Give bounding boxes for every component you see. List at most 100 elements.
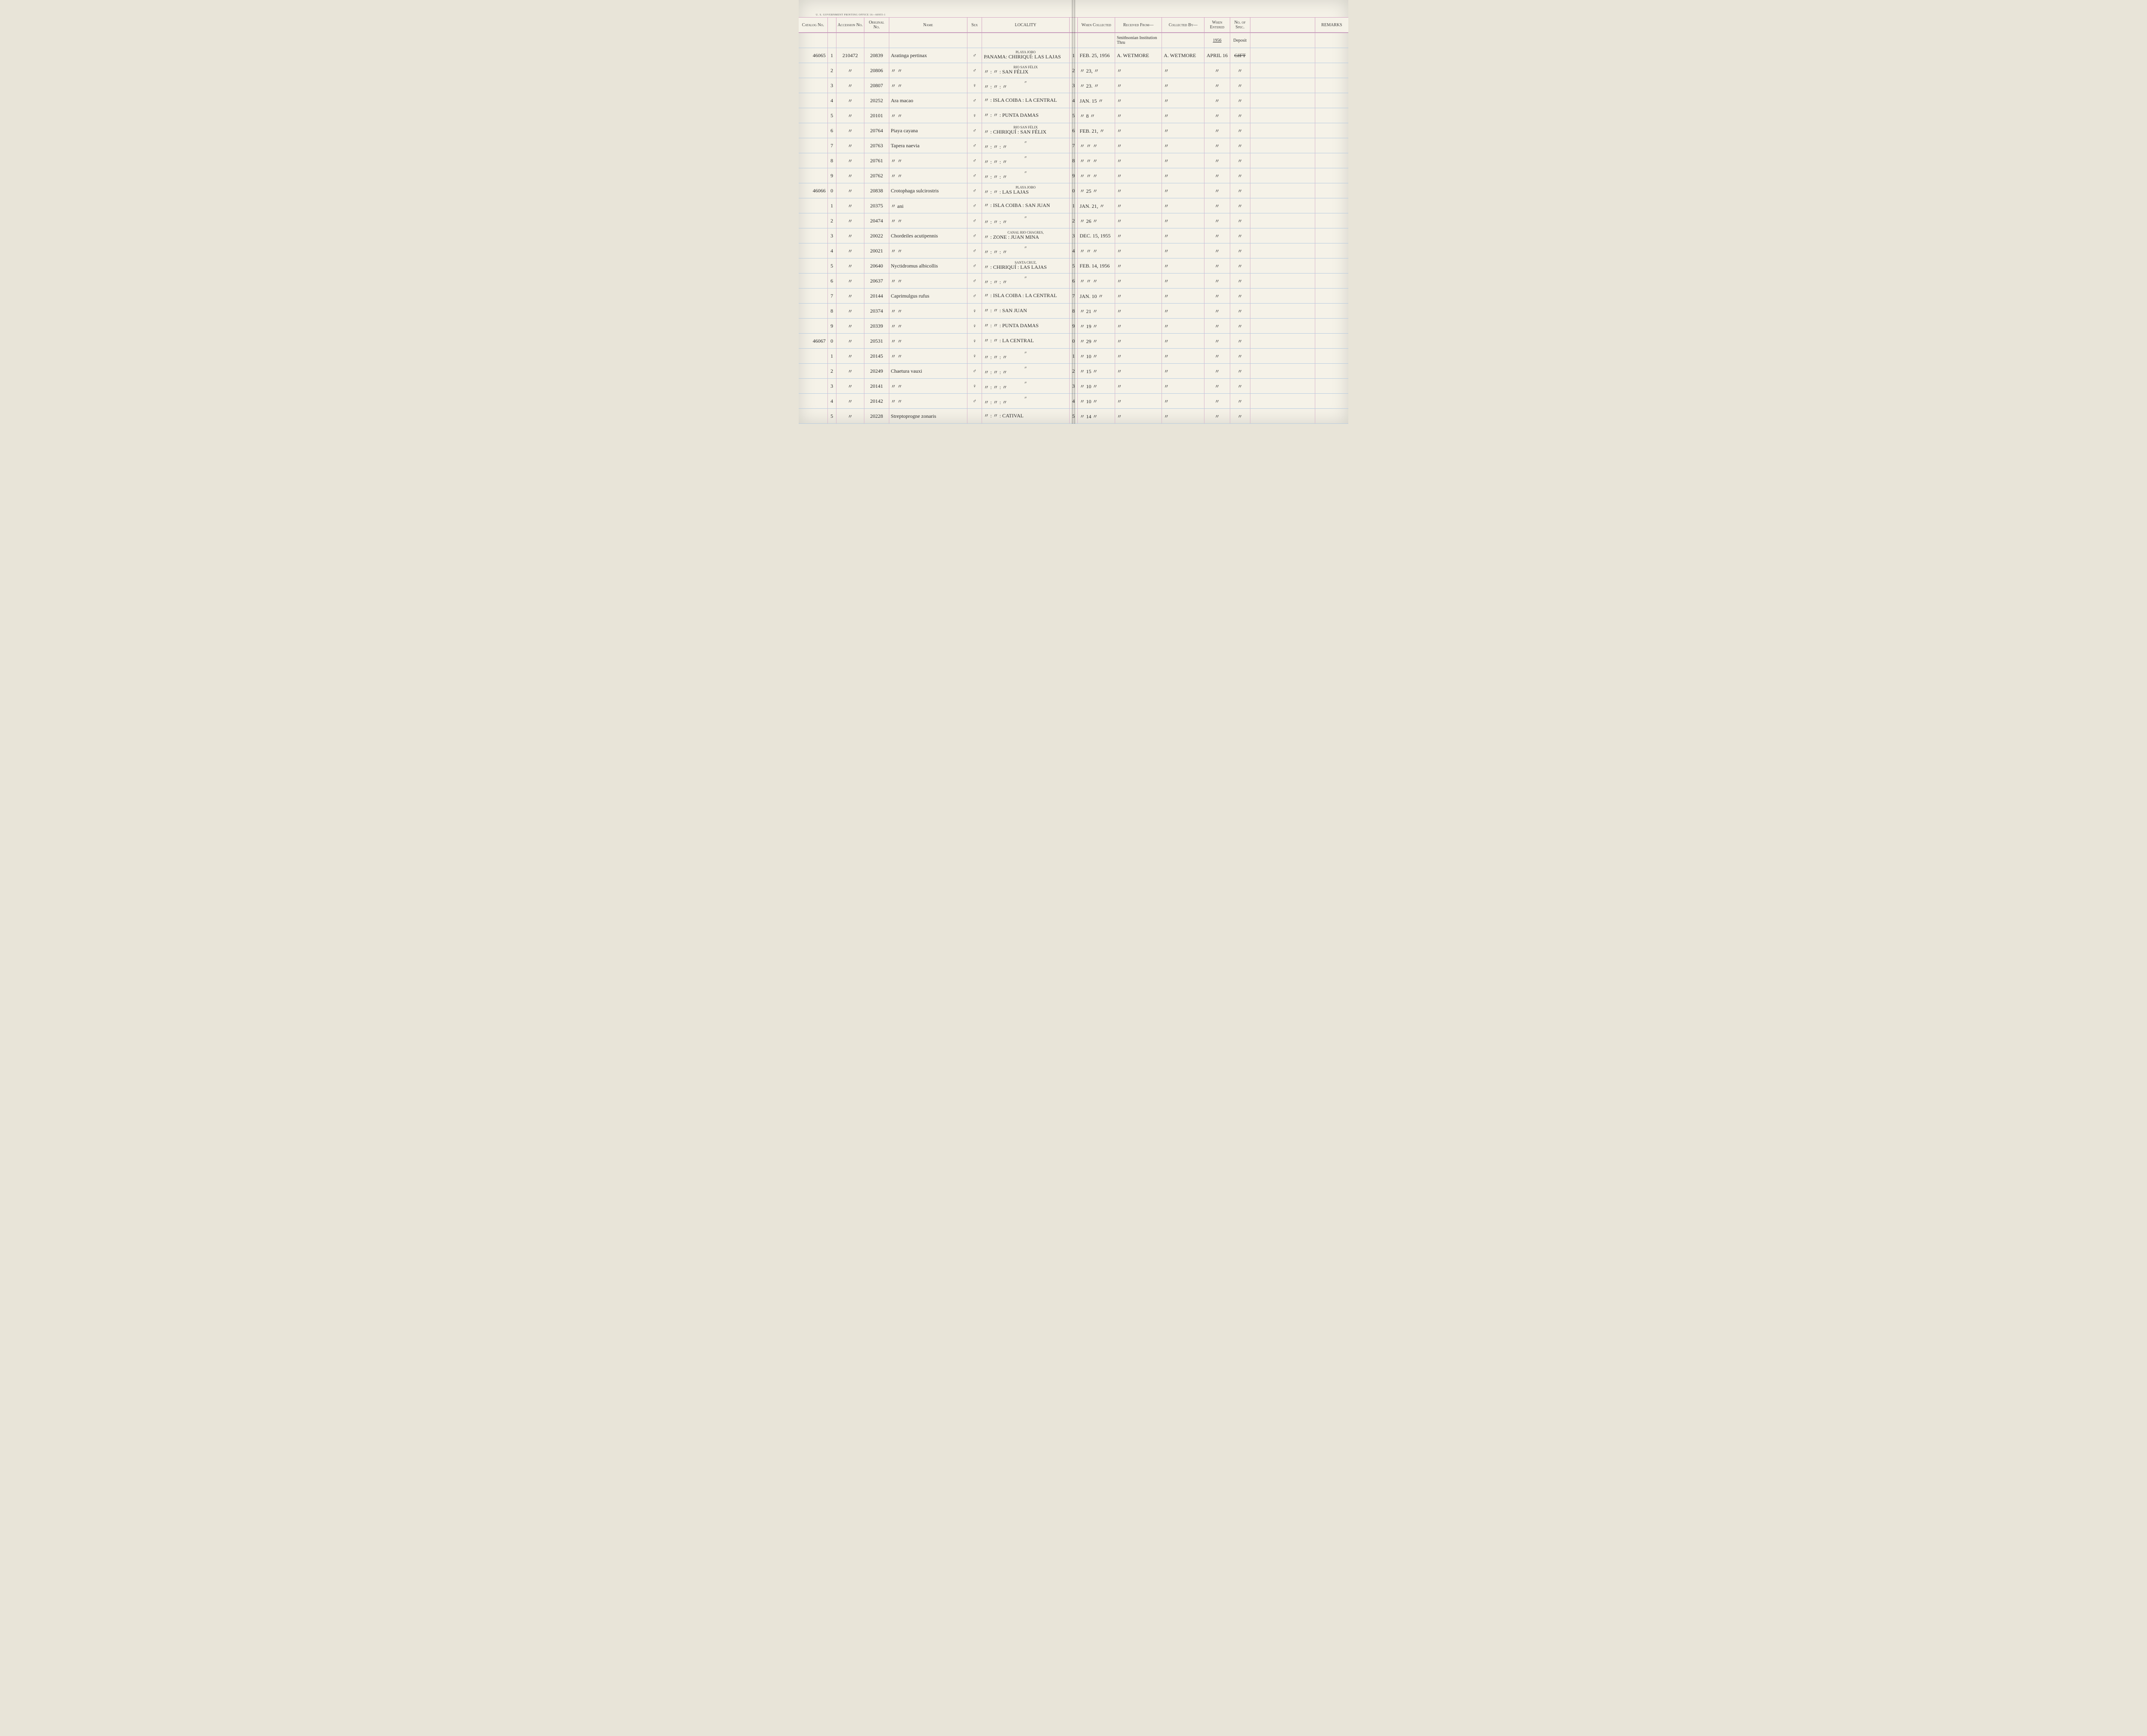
cell-locality: CANAL RIO CHAGRES,〃 : ZONE : JUAN MINA: [982, 228, 1069, 243]
cell-sub: 9: [827, 319, 836, 334]
annotation-entered: 1956: [1204, 33, 1230, 48]
cell-when: JAN. 15 〃: [1078, 93, 1115, 108]
cell-when: 〃 〃 〃: [1078, 138, 1115, 153]
cell-locality: 〃 : ISLA COIBA : LA CENTRAL: [982, 289, 1069, 304]
cell-entered: 〃: [1204, 409, 1230, 424]
cell-spec: 〃: [1230, 63, 1250, 78]
book-spine: [1072, 0, 1075, 424]
cell-original: 20763: [864, 138, 889, 153]
cell-spec: 〃: [1230, 153, 1250, 168]
cell-catalog: [799, 228, 827, 243]
cell-collected: 〃: [1162, 364, 1204, 379]
cell-collected: 〃: [1162, 93, 1204, 108]
cell-remarks: [1315, 183, 1348, 198]
cell-sex: ♂: [967, 93, 982, 108]
cell-entered: 〃: [1204, 153, 1230, 168]
cell-entered: 〃: [1204, 93, 1230, 108]
cell-collected: 〃: [1162, 183, 1204, 198]
cell-sex: [967, 409, 982, 424]
cell-blank: [1250, 183, 1315, 198]
cell-accession: 〃: [836, 93, 864, 108]
cell-accession: 〃: [836, 63, 864, 78]
cell-catalog: [799, 409, 827, 424]
cell-catalog: [799, 364, 827, 379]
cell-catalog: [799, 289, 827, 304]
cell-locality: 〃〃 : 〃 : 〃: [982, 394, 1069, 409]
cell-spec: 〃: [1230, 394, 1250, 409]
cell-original: 20249: [864, 364, 889, 379]
cell-collected: 〃: [1162, 319, 1204, 334]
cell-original: 20374: [864, 304, 889, 319]
cell-collected: 〃: [1162, 168, 1204, 183]
cell-spec: 〃: [1230, 409, 1250, 424]
ledger-book: U. S. GOVERNMENT PRINTING OFFICE 16—6095…: [799, 0, 1348, 424]
cell-received: 〃: [1115, 108, 1162, 123]
cell-spec: 〃: [1230, 349, 1250, 364]
cell-locality: 〃〃 : 〃 : 〃: [982, 379, 1069, 394]
cell-received: 〃: [1115, 228, 1162, 243]
header-received: Received From—: [1115, 18, 1162, 33]
cell-catalog: [799, 63, 827, 78]
cell-name: 〃 〃: [889, 394, 967, 409]
cell-sub: 7: [827, 138, 836, 153]
cell-collected: 〃: [1162, 258, 1204, 274]
cell-entered: 〃: [1204, 334, 1230, 349]
cell-when: 〃 〃 〃: [1078, 243, 1115, 258]
cell-accession: 〃: [836, 304, 864, 319]
cell-collected: 〃: [1162, 274, 1204, 289]
cell-collected: 〃: [1162, 78, 1204, 93]
cell-spec: 〃: [1230, 198, 1250, 213]
cell-original: 20141: [864, 379, 889, 394]
cell-collected: 〃: [1162, 334, 1204, 349]
cell-catalog: [799, 78, 827, 93]
cell-name: Nyctidromus albicollis: [889, 258, 967, 274]
cell-entered: 〃: [1204, 123, 1230, 138]
cell-catalog: [799, 93, 827, 108]
cell-blank: [1250, 228, 1315, 243]
cell-spec: 〃: [1230, 228, 1250, 243]
cell-when: FEB. 14, 1956: [1078, 258, 1115, 274]
cell-original: 20764: [864, 123, 889, 138]
cell-sex: ♂: [967, 364, 982, 379]
cell-remarks: [1315, 168, 1348, 183]
cell-spec: 〃: [1230, 243, 1250, 258]
cell-sub: 0: [827, 183, 836, 198]
cell-original: 20807: [864, 78, 889, 93]
header-locality: LOCALITY: [982, 18, 1069, 33]
annotation-spec: Deposit: [1230, 33, 1250, 48]
cell-catalog: [799, 108, 827, 123]
cell-remarks: [1315, 409, 1348, 424]
cell-spec: 〃: [1230, 183, 1250, 198]
cell-when: JAN. 21, 〃: [1078, 198, 1115, 213]
cell-entered: APRIL 16: [1204, 48, 1230, 63]
cell-spec: 〃: [1230, 334, 1250, 349]
cell-accession: 〃: [836, 334, 864, 349]
cell-received: 〃: [1115, 334, 1162, 349]
cell-name: 〃 〃: [889, 349, 967, 364]
cell-collected: 〃: [1162, 243, 1204, 258]
annotation-received: Smithsonian Institution Thru: [1115, 33, 1162, 48]
cell-sex: ♀: [967, 379, 982, 394]
cell-sub: 9: [827, 168, 836, 183]
cell-received: 〃: [1115, 138, 1162, 153]
cell-spec: 〃: [1230, 319, 1250, 334]
cell-locality: 〃〃 : 〃 : 〃: [982, 138, 1069, 153]
cell-when: 〃 23. 〃: [1078, 78, 1115, 93]
cell-name: Ara macao: [889, 93, 967, 108]
cell-name: 〃 〃: [889, 334, 967, 349]
cell-remarks: [1315, 394, 1348, 409]
cell-received: 〃: [1115, 93, 1162, 108]
cell-original: 20145: [864, 349, 889, 364]
cell-sex: ♂: [967, 183, 982, 198]
cell-received: 〃: [1115, 319, 1162, 334]
cell-sub: 5: [827, 409, 836, 424]
cell-received: 〃: [1115, 213, 1162, 228]
cell-received: 〃: [1115, 258, 1162, 274]
cell-remarks: [1315, 138, 1348, 153]
cell-sub: 7: [827, 289, 836, 304]
cell-remarks: [1315, 274, 1348, 289]
cell-name: Piaya cayana: [889, 123, 967, 138]
cell-remarks: [1315, 319, 1348, 334]
cell-when: 〃 10 〃: [1078, 394, 1115, 409]
cell-name: Caprimulgus rufus: [889, 289, 967, 304]
